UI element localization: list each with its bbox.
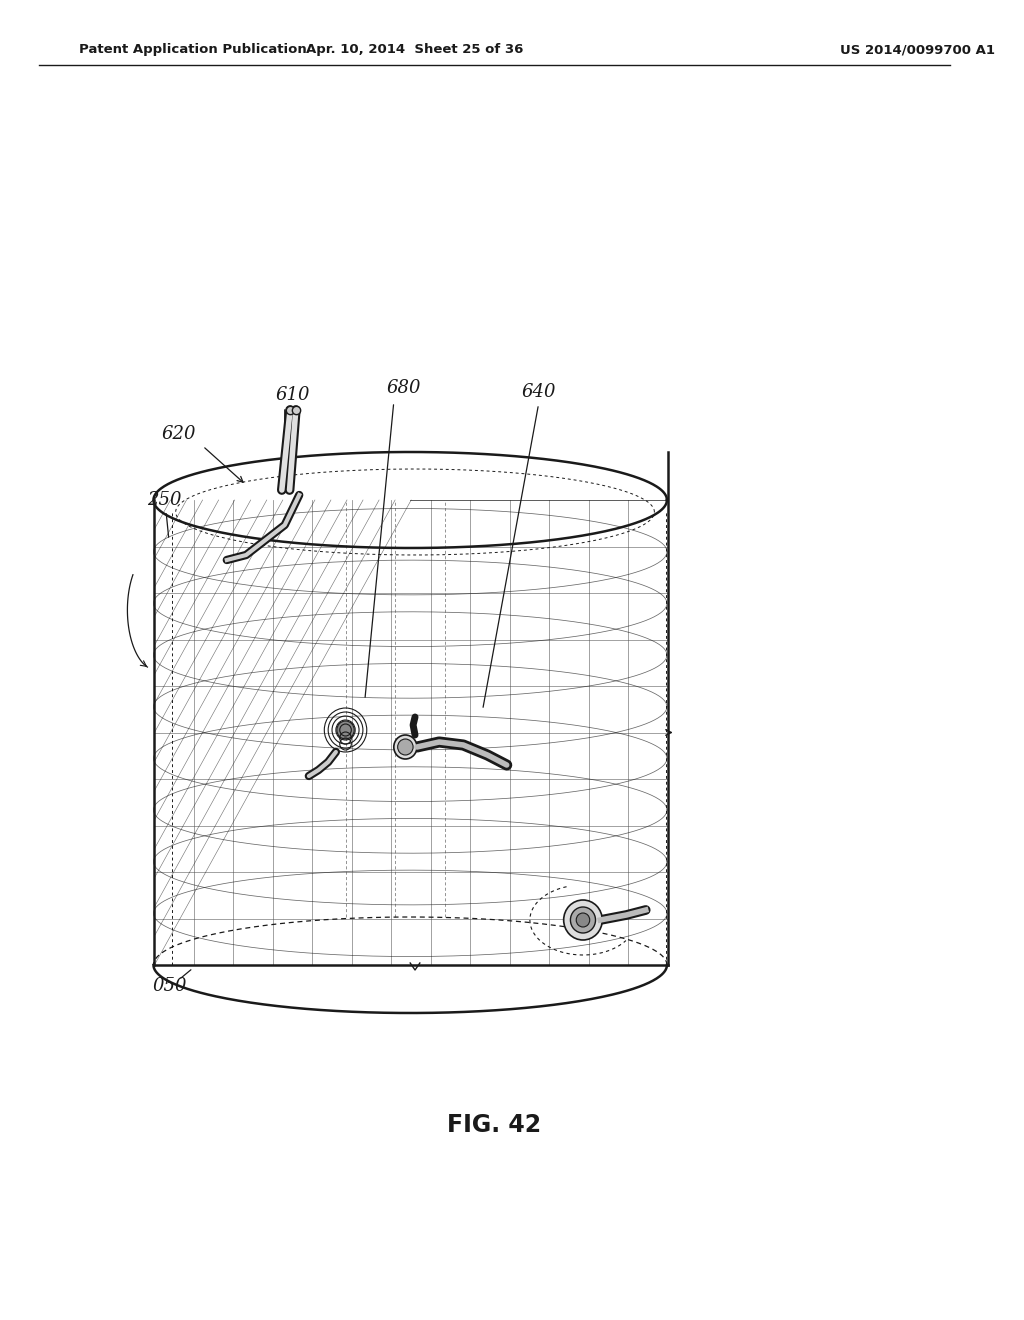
Circle shape xyxy=(397,739,413,755)
Text: US 2014/0099700 A1: US 2014/0099700 A1 xyxy=(840,44,994,57)
Text: Apr. 10, 2014  Sheet 25 of 36: Apr. 10, 2014 Sheet 25 of 36 xyxy=(306,44,523,57)
Text: 050: 050 xyxy=(153,977,187,995)
Circle shape xyxy=(394,735,417,759)
Text: 610: 610 xyxy=(275,385,309,404)
Circle shape xyxy=(577,913,590,927)
Text: Patent Application Publication: Patent Application Publication xyxy=(79,44,307,57)
Circle shape xyxy=(337,721,354,739)
Text: FIG. 42: FIG. 42 xyxy=(447,1113,542,1137)
Circle shape xyxy=(563,900,602,940)
Text: 250: 250 xyxy=(146,491,181,510)
Text: 680: 680 xyxy=(386,379,421,397)
Text: 620: 620 xyxy=(161,425,196,444)
Text: 640: 640 xyxy=(521,383,556,401)
Circle shape xyxy=(570,907,596,933)
